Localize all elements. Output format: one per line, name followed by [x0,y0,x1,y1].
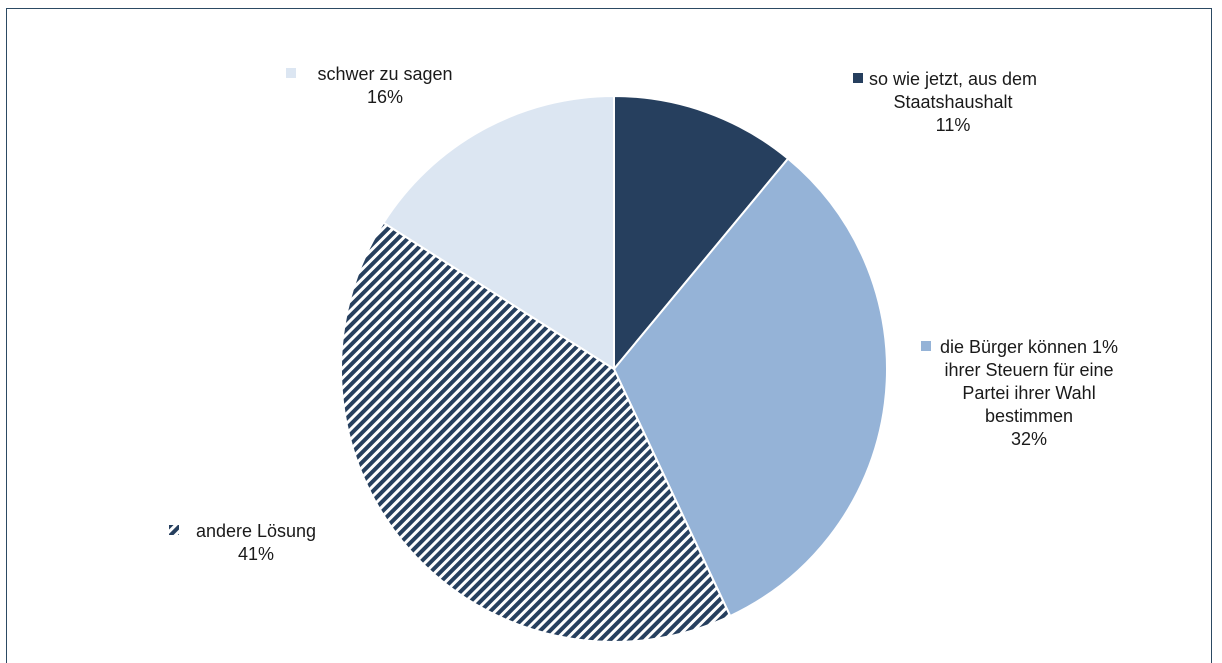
slice-label: schwer zu sagen [317,64,452,84]
slice-value-label: 41% [238,544,274,564]
slice-label: bestimmen [985,406,1073,426]
pie-slice [612,157,888,618]
slice-label: Staatshaushalt [893,92,1012,112]
pie-slice [613,94,790,372]
slice-label: Partei ihrer Wahl [962,383,1095,403]
slice-label: so wie jetzt, aus dem [869,69,1037,89]
slice-label: andere Lösung [196,521,316,541]
slice-value-label: 11% [936,115,971,135]
legend-marker [169,525,179,535]
legend-marker [853,73,863,83]
slice-value-label: 32% [1011,429,1047,449]
slice-label: ihrer Steuern für eine [944,360,1113,380]
slice-value-label: 16% [367,87,403,107]
slice-label: die Bürger können 1% [940,337,1118,357]
pie-slice [382,94,615,371]
legend-marker [286,68,296,78]
legend-marker [921,341,931,351]
pie-slice [340,221,732,643]
